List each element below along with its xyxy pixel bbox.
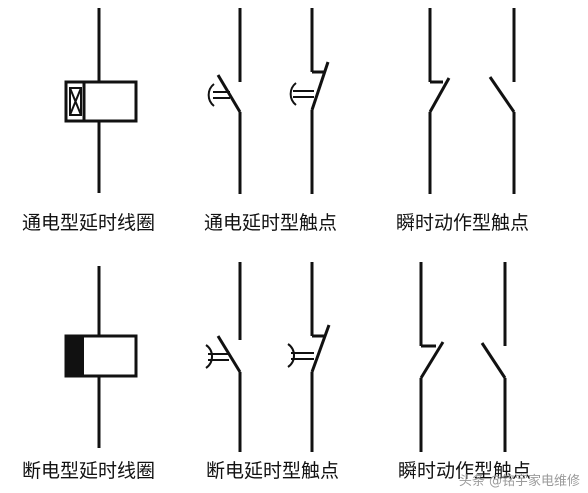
on-delay-coil-symbol xyxy=(64,8,138,193)
label-on-delay-coil: 通电型延时线圈 xyxy=(22,212,156,234)
off-delay-nc-contact-symbol xyxy=(287,262,331,452)
label-on-delay-contact: 通电延时型触点 xyxy=(204,212,338,234)
label-instant-contact-top: 瞬时动作型触点 xyxy=(396,212,530,234)
label-off-delay-coil: 断电型延时线圈 xyxy=(22,460,156,482)
instant-nc-contact-top-symbol xyxy=(428,8,451,194)
on-delay-no-contact-symbol xyxy=(207,8,242,194)
instant-nc-contact-bottom-symbol xyxy=(419,262,445,452)
off-delay-no-contact-symbol xyxy=(205,262,242,452)
label-instant-contact-bottom: 瞬时动作型触点 xyxy=(398,460,532,482)
instant-no-contact-bottom-symbol xyxy=(480,262,507,452)
label-off-delay-contact: 断电延时型触点 xyxy=(206,460,340,482)
instant-no-contact-top-symbol xyxy=(488,8,516,194)
off-delay-coil-symbol xyxy=(64,266,138,448)
on-delay-nc-contact-symbol xyxy=(289,8,330,194)
watermark: 头条 @铭宇家电维修 xyxy=(458,474,580,489)
